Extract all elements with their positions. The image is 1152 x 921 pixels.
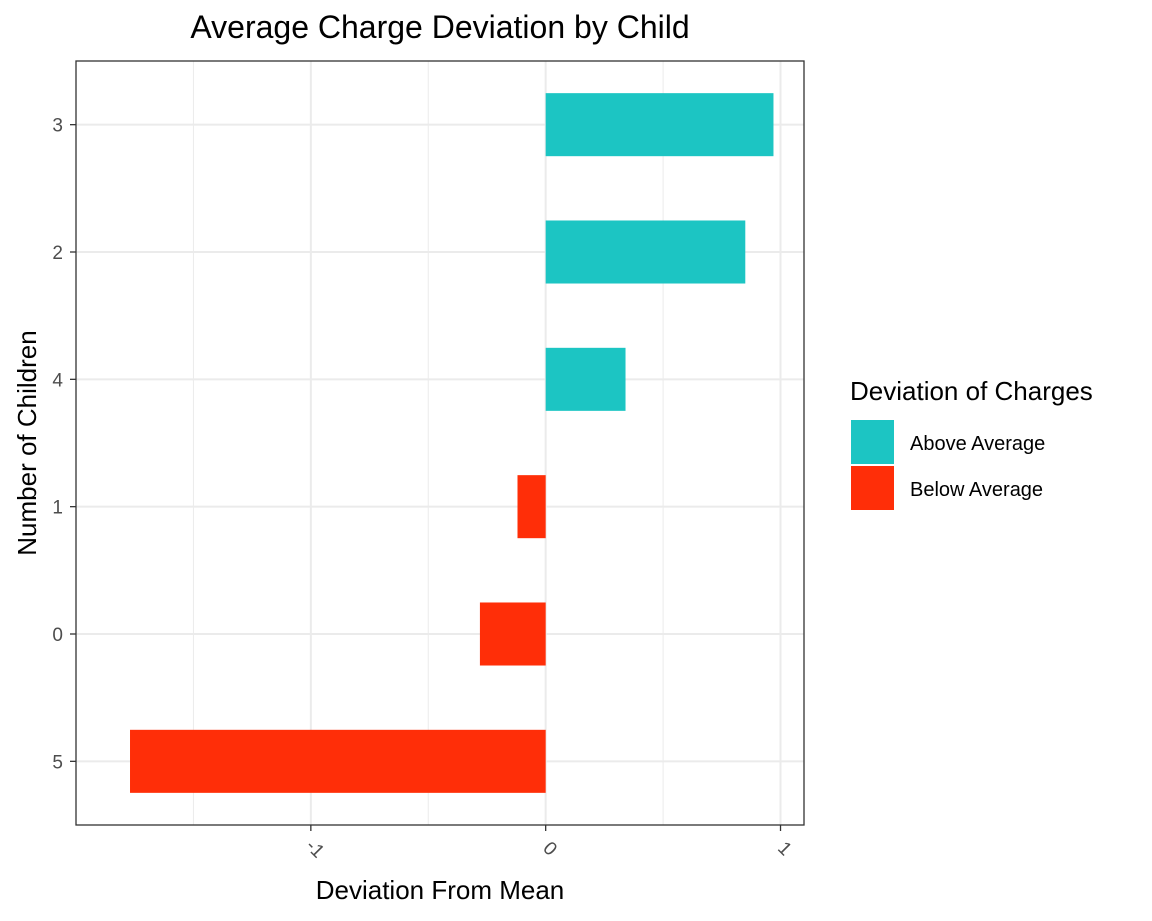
- legend-label: Above Average: [910, 433, 1045, 455]
- x-tick-label: 1: [773, 838, 795, 860]
- legend-title: Deviation of Charges: [850, 376, 1093, 406]
- legend-label: Below Average: [910, 479, 1043, 501]
- plot-panel-border: [75, 60, 805, 826]
- y-tick-label: 2: [52, 243, 63, 264]
- bar-0: [479, 602, 546, 666]
- y-axis: 5 0 1 4 2 3: [52, 116, 76, 773]
- x-tick-label: 0: [538, 838, 560, 860]
- bar-3: [545, 93, 774, 157]
- legend-key-below-average: [851, 466, 894, 510]
- y-tick-label: 5: [52, 752, 63, 773]
- bar-5: [130, 729, 546, 793]
- y-tick-label: 4: [52, 370, 63, 391]
- x-tick-label: -1: [301, 836, 328, 863]
- bar-2: [545, 220, 746, 284]
- x-axis: -1 0 1: [301, 825, 796, 863]
- bar-1: [517, 475, 546, 539]
- legend: Deviation of Charges Above Average Below …: [850, 376, 1093, 510]
- y-tick-label: 3: [52, 116, 63, 137]
- legend-key-above-average: [851, 420, 894, 464]
- plot-panel-background: [76, 61, 804, 825]
- y-tick-label: 0: [52, 625, 63, 646]
- y-tick-label: 1: [52, 498, 63, 519]
- chart-title: Average Charge Deviation by Child: [190, 9, 689, 45]
- bars: [130, 93, 774, 793]
- x-axis-title: Deviation From Mean: [316, 875, 565, 905]
- bar-4: [545, 347, 626, 411]
- y-axis-title: Number of Children: [12, 330, 42, 555]
